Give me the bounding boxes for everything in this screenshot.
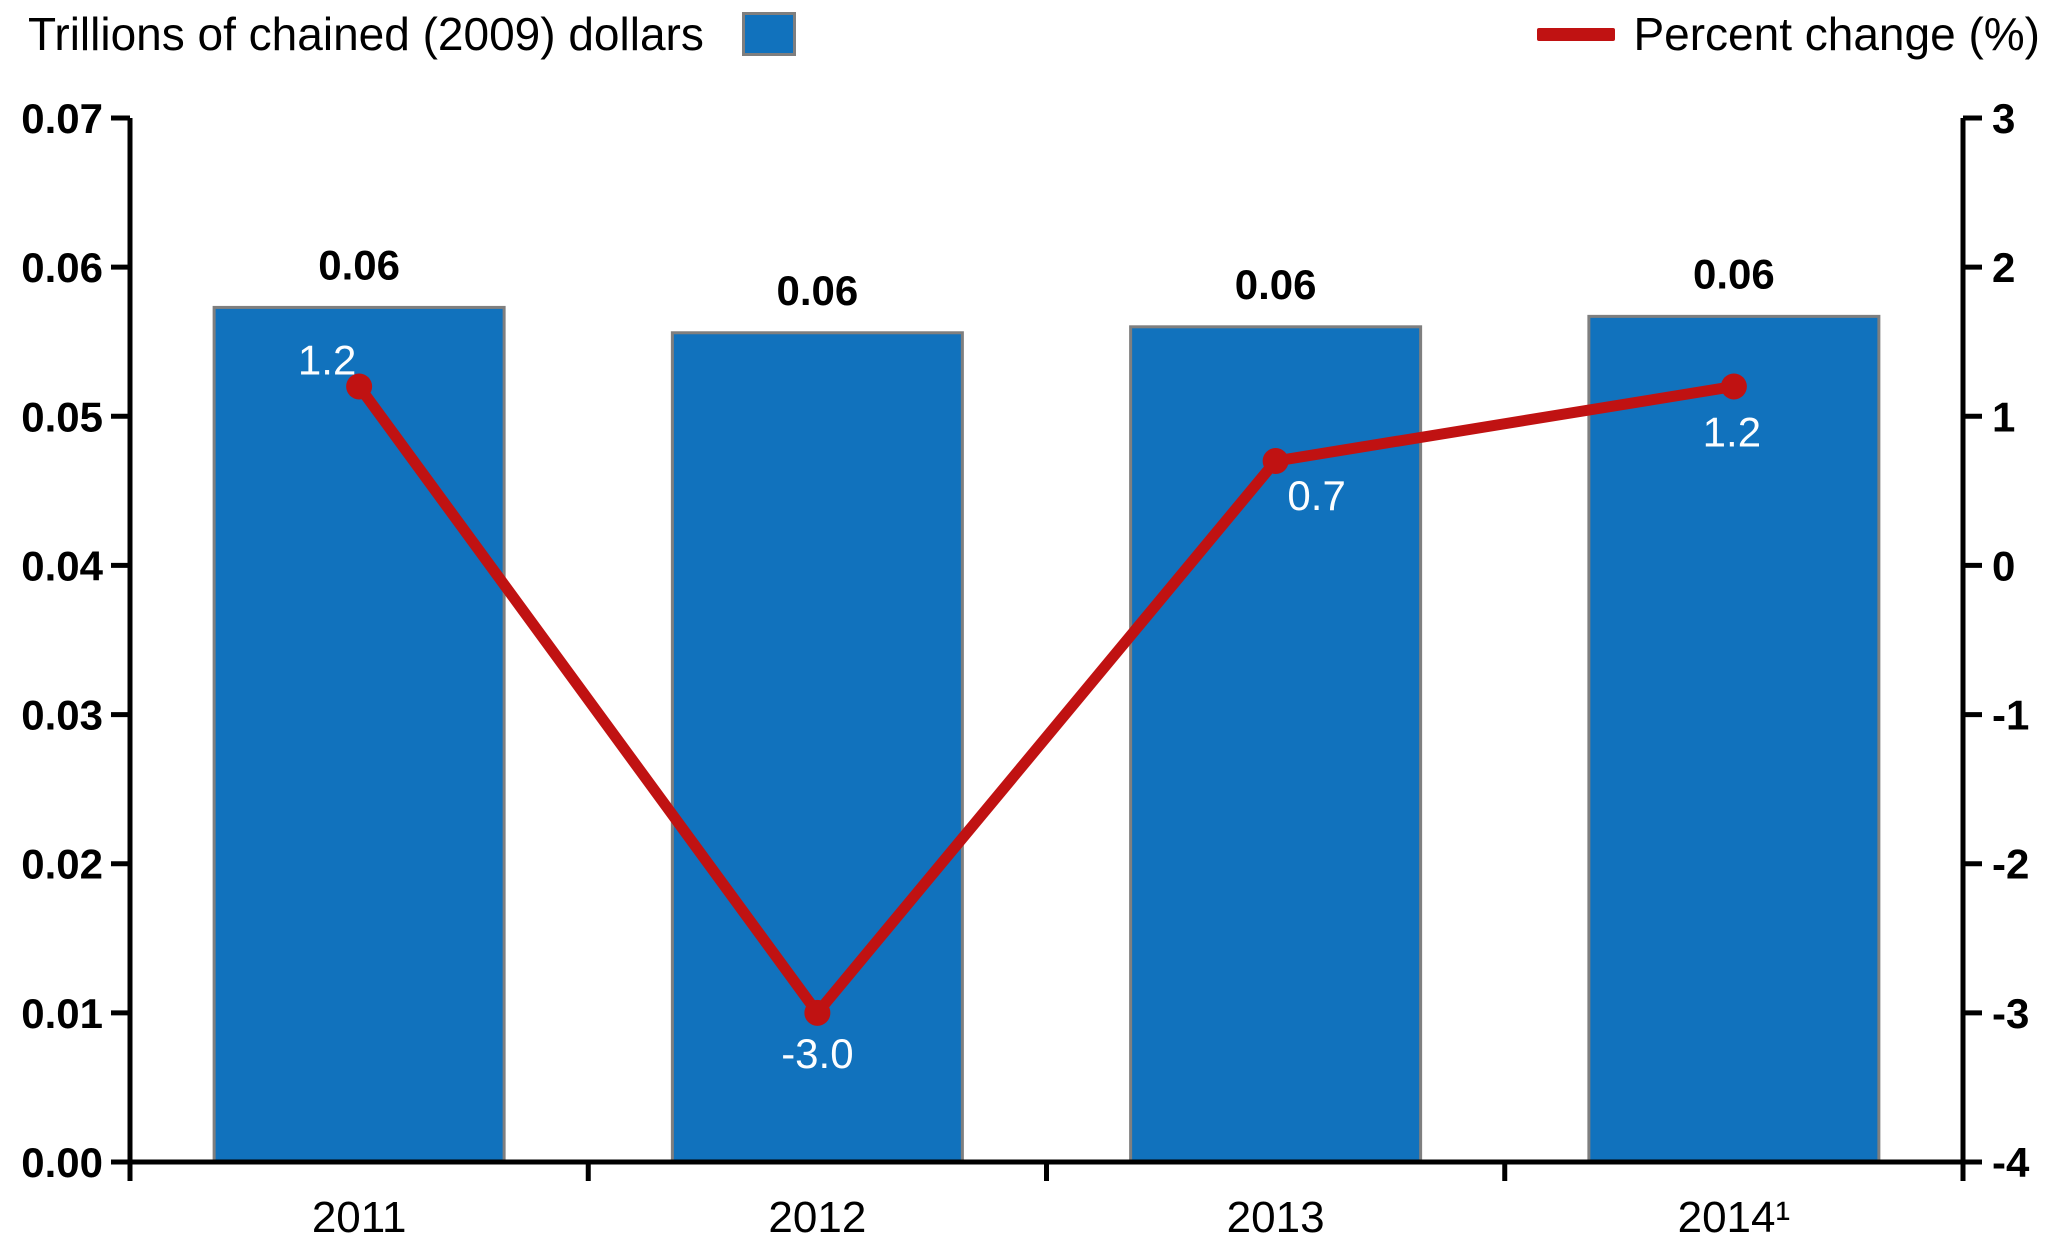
y-left-tick-label: 0.04 (21, 542, 103, 589)
x-category-label-2013: 2013 (1227, 1193, 1325, 1242)
line-point-2013 (1262, 448, 1289, 475)
legend-right-series: Percent change (%) (1537, 6, 2040, 62)
legend-left-label: Trillions of chained (2009) dollars (28, 8, 704, 60)
legend-left-series: Trillions of chained (2009) dollars (28, 6, 796, 62)
bar-label-2014¹: 0.06 (1693, 250, 1775, 297)
bar-label-2012: 0.06 (777, 267, 859, 314)
y-right-tick-label: 3 (1992, 95, 2015, 142)
y-right-tick-label: 2 (1992, 244, 2015, 291)
line-label-2013: 0.7 (1287, 472, 1345, 519)
y-left-tick-label: 0.01 (21, 990, 103, 1037)
bar-2011 (212, 305, 506, 1164)
line-point-2012 (804, 999, 831, 1026)
y-right-tick-label: 1 (1992, 393, 2015, 440)
bar-series-swatch (741, 12, 796, 56)
y-left-tick-label: 0.02 (21, 841, 103, 888)
bar-label-2013: 0.06 (1235, 261, 1317, 308)
line-label-2012: -3.0 (781, 1030, 853, 1077)
y-right-tick-label: -4 (1992, 1139, 2030, 1186)
bar-label-2011: 0.06 (318, 241, 400, 288)
line-label-2014¹: 1.2 (1703, 408, 1761, 455)
y-left-tick-label: 0.05 (21, 393, 103, 440)
x-category-label-2011: 2011 (312, 1193, 407, 1242)
bar-2014¹ (1587, 314, 1881, 1164)
line-point-2011 (346, 373, 373, 400)
line-series-swatch (1537, 27, 1616, 41)
legend-right-label: Percent change (%) (1633, 8, 2040, 60)
line-label-2011: 1.2 (298, 336, 356, 383)
y-left-tick-label: 0.06 (21, 244, 103, 291)
y-left-tick-label: 0.03 (21, 692, 103, 739)
y-right-tick-label: 0 (1992, 542, 2015, 589)
line-point-2014¹ (1720, 373, 1747, 400)
y-right-tick-label: -2 (1992, 841, 2029, 888)
x-category-label-2014¹: 2014¹ (1678, 1193, 1791, 1242)
y-right-tick-label: -3 (1992, 990, 2029, 1037)
y-right-tick-label: -1 (1992, 692, 2029, 739)
percent-change-line (353, 380, 1740, 1019)
x-category-label-2012: 2012 (768, 1193, 866, 1242)
y-left-tick-label: 0.00 (21, 1139, 103, 1186)
y-left-tick-label: 0.07 (21, 95, 103, 142)
